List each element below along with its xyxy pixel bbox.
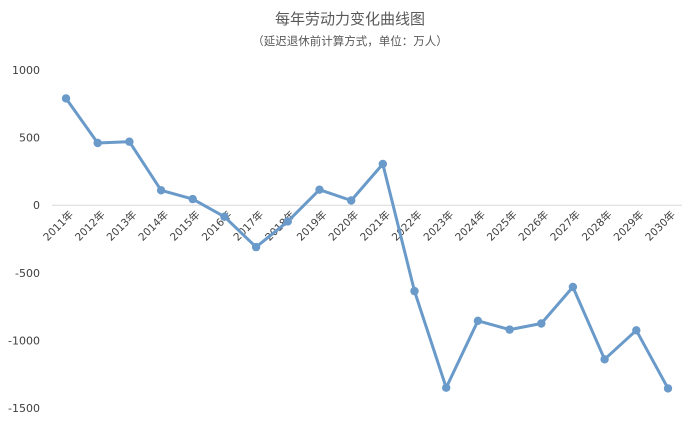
x-tick-label: 2023年 [421, 208, 457, 244]
data-point [283, 217, 292, 226]
x-tick-label: 2011年 [41, 208, 77, 244]
x-tick-label: 2025年 [484, 208, 520, 244]
data-point [61, 94, 71, 103]
x-tick-label: 2020年 [326, 208, 362, 244]
data-point [156, 186, 166, 195]
x-tick-label: 2029年 [611, 208, 647, 244]
x-tick-label: 2024年 [452, 208, 488, 244]
y-tick-label: 0 [33, 199, 40, 212]
x-tick-label: 2021年 [357, 208, 393, 244]
y-tick-label: -500 [15, 267, 40, 280]
data-point [600, 355, 609, 364]
data-point [315, 185, 324, 194]
series [61, 94, 673, 393]
data-point [537, 319, 546, 328]
x-axis-tick-labels: 2011年2012年2013年2014年2015年2016年2017年2018年… [41, 208, 679, 244]
x-tick-label: 2015年 [167, 208, 203, 244]
y-axis-tick-labels: 1000 500 0 -500 -1000 -1500 [8, 64, 40, 415]
x-tick-label: 2012年 [72, 208, 108, 244]
x-tick-label: 2030年 [643, 208, 679, 244]
x-tick-label: 2026年 [516, 208, 552, 244]
data-point [125, 137, 134, 146]
data-point [663, 384, 673, 393]
data-point [410, 286, 419, 296]
y-tick-label: 500 [19, 132, 40, 145]
data-point [347, 196, 356, 205]
data-point [251, 242, 261, 252]
data-point [632, 326, 641, 335]
data-point [505, 325, 514, 334]
data-point [188, 194, 197, 204]
chart-title: 每年劳动力变化曲线图 [275, 10, 425, 28]
x-tick-label: 2019年 [294, 208, 330, 244]
chart-subtitle: （延迟退休前计算方式，单位：万人） [252, 34, 448, 48]
data-point [93, 138, 102, 148]
data-point [220, 212, 229, 221]
y-tick-label: -1500 [8, 402, 40, 415]
x-tick-label: 2027年 [548, 208, 584, 244]
data-point [442, 383, 451, 392]
y-tick-label: -1000 [8, 334, 40, 347]
x-tick-label: 2028年 [579, 208, 615, 244]
data-point [568, 282, 578, 292]
x-tick-label: 2014年 [136, 208, 172, 244]
data-point [378, 159, 387, 169]
x-tick-label: 2013年 [104, 208, 140, 244]
data-point [473, 316, 483, 325]
series-line [64, 96, 670, 390]
y-tick-label: 1000 [12, 64, 40, 77]
